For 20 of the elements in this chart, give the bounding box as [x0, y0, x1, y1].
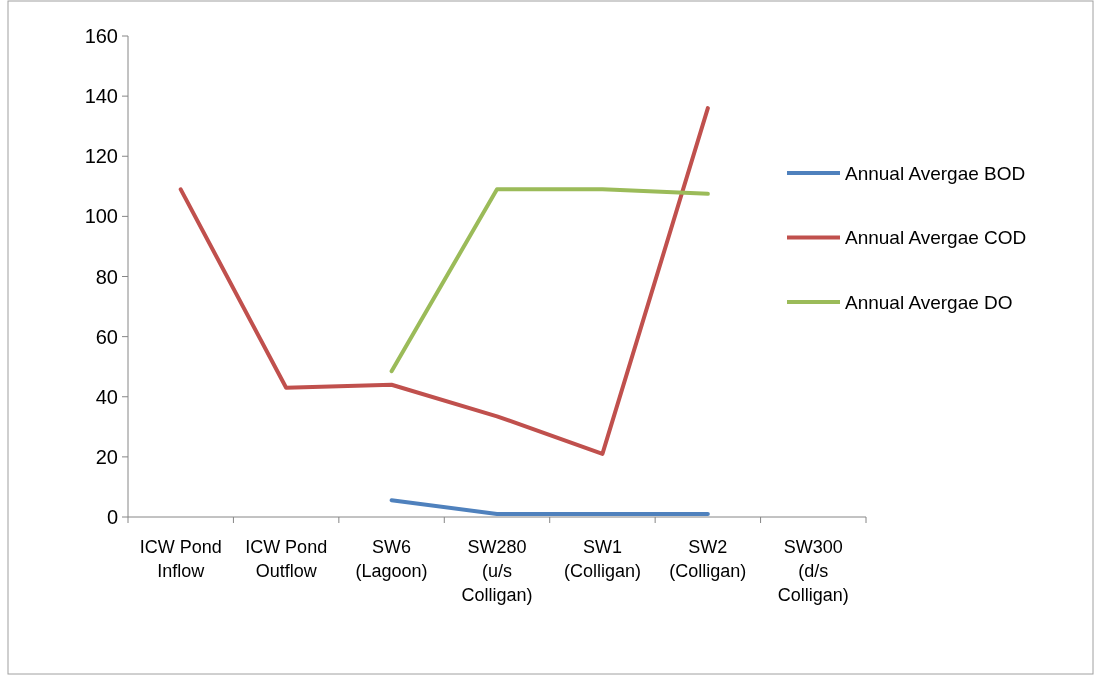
- x-tick-label: SW300 (d/s Colligan): [777, 537, 849, 605]
- legend-label: Annual Avergae DO: [845, 291, 1013, 313]
- x-tick-label: ICW Pond Outflow: [245, 537, 328, 581]
- legend-label: Annual Avergae COD: [845, 227, 1027, 249]
- y-tick-label: 0: [106, 506, 118, 528]
- y-tick-label: 20: [95, 445, 118, 468]
- y-tick-label: 160: [84, 25, 118, 47]
- y-tick-label: 40: [95, 385, 118, 408]
- line-series: [178, 106, 710, 456]
- y-tick-label: 60: [95, 325, 118, 348]
- y-tick-label: 120: [84, 145, 118, 168]
- x-tick-label: SW280 (u/s Colligan): [461, 537, 533, 605]
- x-tick-label: SW1 (Colligan): [563, 537, 641, 581]
- legend-label: Annual Avergae BOD: [845, 162, 1026, 184]
- y-tick-label: 80: [95, 265, 118, 288]
- x-tick-label: ICW Pond Inflow: [139, 537, 222, 581]
- y-tick-label: 140: [84, 85, 118, 108]
- x-tick-label: SW2 (Colligan): [669, 537, 747, 581]
- y-tick-label: 100: [84, 205, 118, 228]
- x-tick-label: SW6 (Lagoon): [355, 537, 428, 581]
